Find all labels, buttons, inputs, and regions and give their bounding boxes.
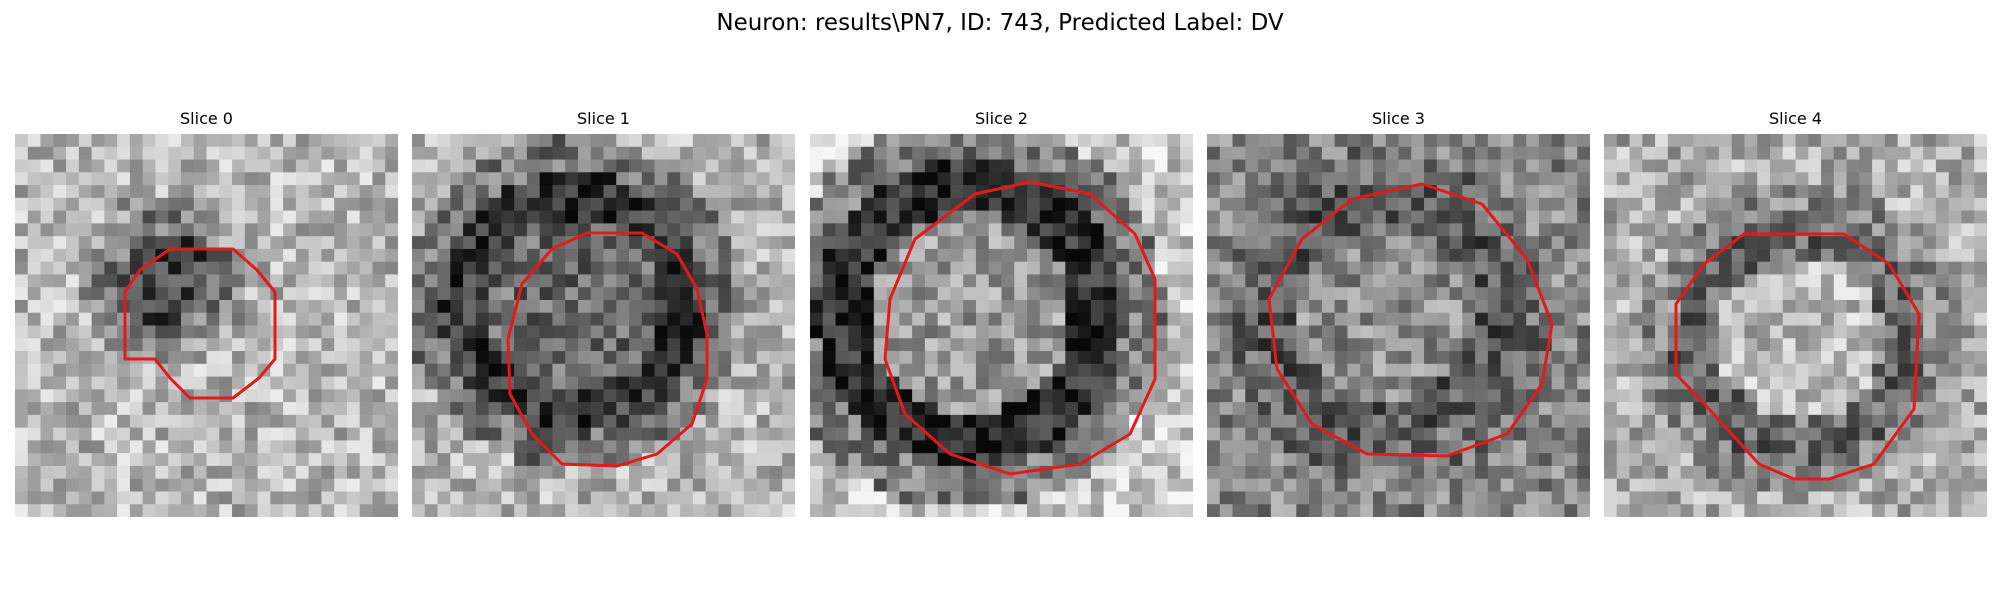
pixel-grid-0 (15, 134, 398, 517)
slice-title-1: Slice 1 (577, 109, 630, 128)
slice-panel-1: Slice 1 (412, 108, 795, 518)
segmentation-contour-3 (1267, 182, 1554, 458)
slice-title-0: Slice 0 (180, 109, 233, 128)
slice-panel-4: Slice 4 (1604, 108, 1987, 518)
pixel-grid-1 (412, 134, 795, 517)
slice-panel-3: Slice 3 (1207, 108, 1590, 518)
segmentation-contour-0 (123, 247, 277, 400)
slice-title-3: Slice 3 (1372, 109, 1425, 128)
slice-panel-2: Slice 2 (810, 108, 1193, 518)
segmentation-contour-2 (883, 180, 1157, 476)
segmentation-contour-1 (506, 231, 709, 468)
slice-image-4 (1604, 134, 1987, 517)
slice-image-0 (15, 134, 398, 517)
pixel-grid-4 (1604, 134, 1987, 517)
slice-image-1 (412, 134, 795, 517)
slice-panel-0: Slice 0 (15, 108, 398, 518)
slice-title-2: Slice 2 (975, 109, 1028, 128)
segmentation-contour-4 (1674, 232, 1921, 481)
slice-image-2 (810, 134, 1193, 517)
figure-title: Neuron: results\PN7, ID: 743, Predicted … (716, 10, 1284, 36)
pixel-grid-2 (810, 134, 1193, 517)
slice-title-4: Slice 4 (1769, 109, 1822, 128)
pixel-grid-3 (1207, 134, 1590, 517)
slice-image-3 (1207, 134, 1590, 517)
